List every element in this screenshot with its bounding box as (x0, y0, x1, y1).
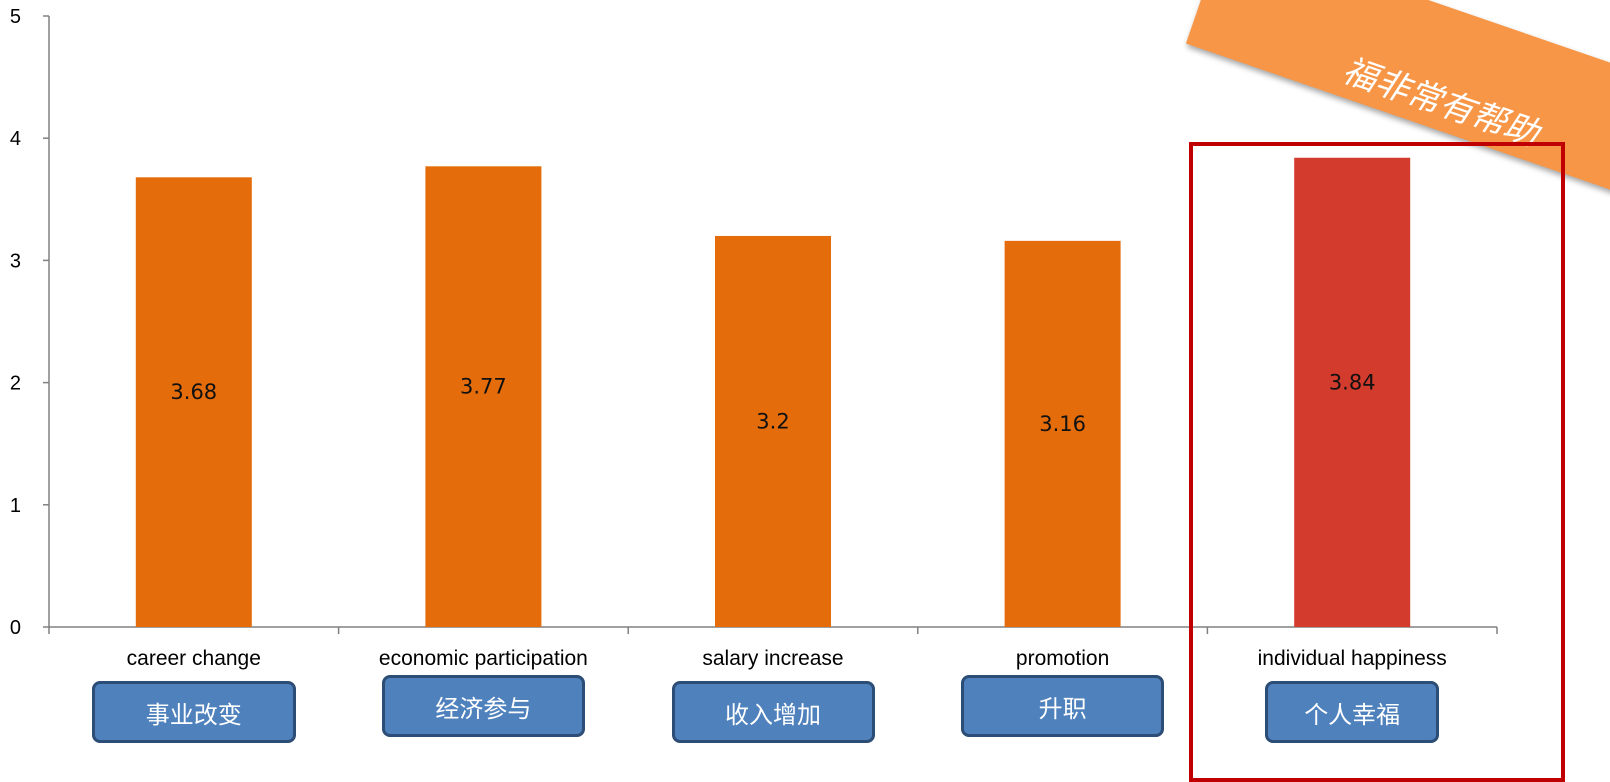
bar-economic-participation (425, 166, 542, 627)
y-tick-label: 5 (10, 6, 21, 28)
cn-label-box: 事业改变 (91, 681, 296, 743)
y-tick-label: 4 (10, 128, 21, 150)
x-category-label: promotion (1016, 647, 1109, 670)
cn-label-box: 个人幸福 (1265, 681, 1440, 743)
cn-label-box: 升职 (961, 675, 1165, 737)
y-tick-label: 1 (10, 495, 21, 517)
cn-label-box: 经济参与 (381, 675, 585, 737)
cn-label-box: 收入增加 (671, 681, 875, 743)
y-tick-label: 2 (10, 373, 21, 395)
bar-career-change (135, 177, 252, 627)
y-tick-label: 0 (10, 617, 21, 639)
x-category-label: individual happiness (1258, 647, 1447, 670)
data-label: 3.77 (460, 375, 507, 399)
bar-individual-happiness (1294, 157, 1411, 627)
data-label: 3.68 (170, 380, 217, 404)
data-label: 3.16 (1039, 412, 1086, 436)
x-category-label: salary increase (702, 647, 843, 670)
x-category-label: economic participation (379, 647, 588, 670)
data-label: 3.2 (756, 409, 789, 433)
y-tick-label: 3 (10, 250, 21, 272)
bar-salary-increase (715, 235, 831, 627)
data-label: 3.84 (1329, 370, 1376, 394)
bar-promotion (1004, 240, 1121, 627)
x-category-label: career change (127, 647, 261, 670)
